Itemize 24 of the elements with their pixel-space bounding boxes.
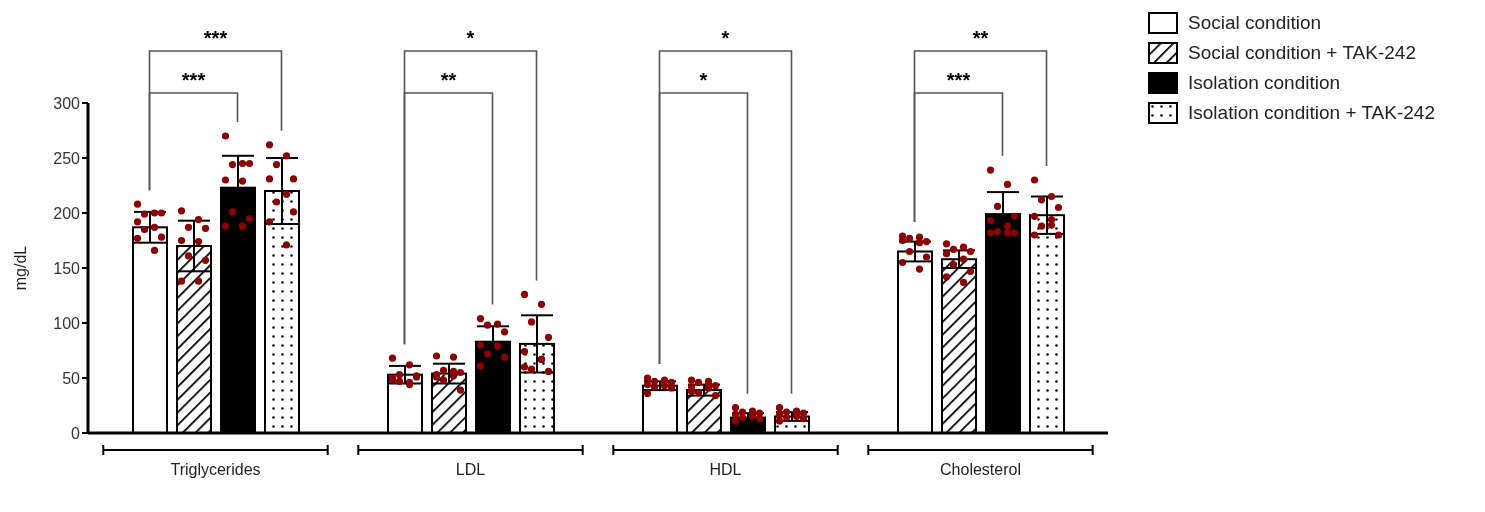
y-tick-label: 0	[71, 424, 81, 442]
y-axis-title: mg/dL	[11, 245, 29, 291]
text: ***	[181, 69, 206, 91]
legend-label: Social condition + TAK-242	[1188, 42, 1416, 64]
x-tick-label: HDL	[709, 461, 742, 478]
text: *	[466, 27, 475, 49]
text: ***	[203, 27, 228, 49]
x-tick-label: Cholesterol	[940, 461, 1021, 478]
text: **	[440, 69, 457, 91]
legend-label: Isolation condition + TAK-242	[1188, 102, 1435, 124]
text: *	[721, 27, 730, 49]
y-tick-label: 250	[53, 149, 81, 167]
x-tick-label: LDL	[455, 461, 486, 478]
x-tick-label: Triglycerides	[170, 461, 261, 478]
legend-label: Isolation condition	[1188, 72, 1341, 94]
y-tick-label: 150	[53, 259, 81, 277]
legend-label: Social condition	[1188, 12, 1322, 34]
y-tick-label: 50	[62, 369, 81, 387]
y-tick-label: 100	[53, 314, 81, 332]
text: *	[699, 69, 708, 91]
text: **	[972, 27, 989, 49]
y-tick-label: 200	[53, 204, 81, 222]
text: ***	[946, 69, 971, 91]
y-tick-label: 300	[53, 94, 81, 112]
